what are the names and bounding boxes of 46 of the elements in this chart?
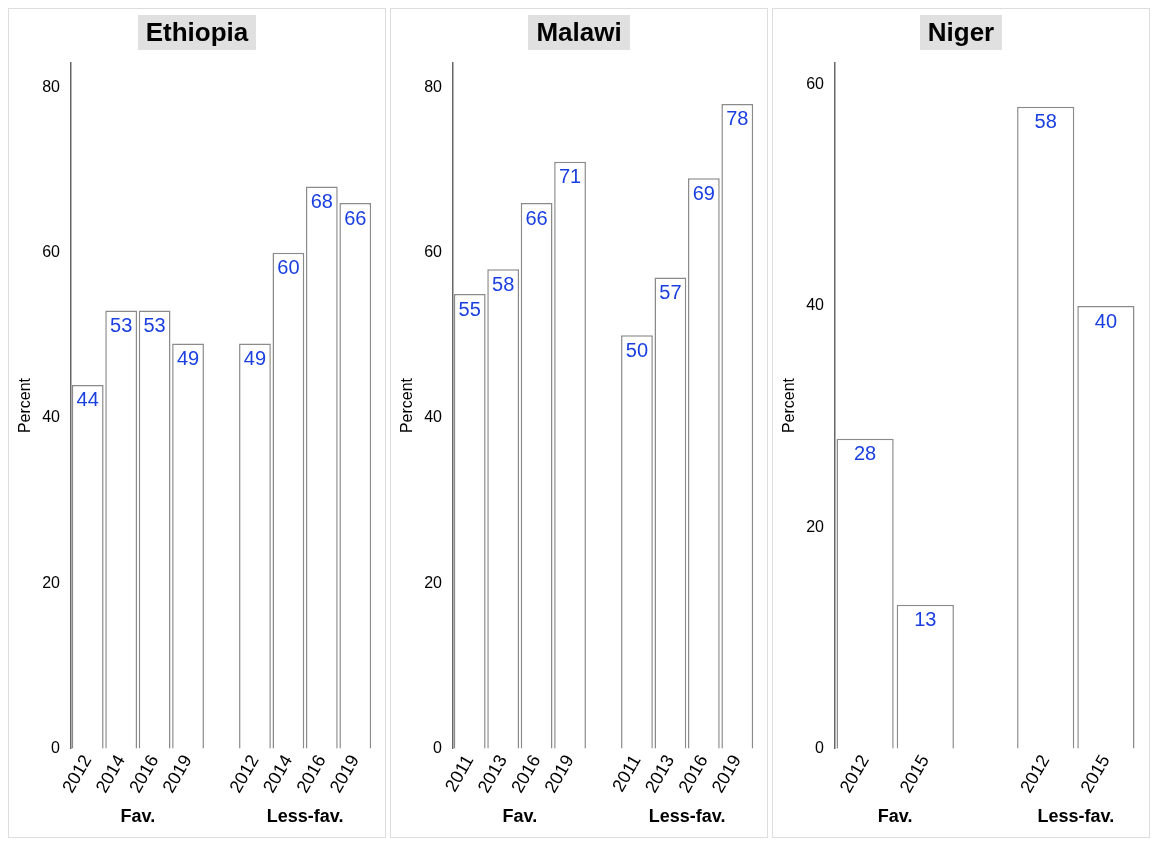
- y-tick-label: 60: [42, 243, 61, 261]
- text: Less-fav.: [648, 805, 726, 826]
- data-label: 58: [1034, 110, 1057, 133]
- data-label: 55: [458, 297, 481, 320]
- chart-title: Malawi: [528, 15, 630, 50]
- data-label: 60: [277, 256, 300, 279]
- y-tick-label: 60: [806, 75, 825, 93]
- y-tick-label: 20: [424, 573, 443, 591]
- y-tick-label: 0: [51, 738, 61, 756]
- data-label: 78: [726, 107, 749, 130]
- data-label: 49: [243, 347, 267, 370]
- data-label: 66: [525, 206, 548, 229]
- y-tick-label: 80: [42, 77, 61, 95]
- y-tick-label: 40: [42, 408, 61, 426]
- y-axis-title: Percent: [780, 377, 798, 434]
- data-label: 44: [76, 388, 99, 411]
- y-tick-label: 0: [433, 738, 443, 756]
- data-label: 28: [853, 442, 877, 465]
- data-label: 50: [625, 338, 649, 361]
- text: Less-fav.: [1037, 805, 1115, 826]
- y-tick-label: 0: [815, 738, 825, 756]
- chart-title: Ethiopia: [137, 15, 257, 50]
- data-label: 71: [558, 165, 582, 188]
- data-label: 13: [914, 608, 937, 631]
- data-label: 53: [110, 314, 133, 337]
- text: Fav.: [877, 805, 913, 826]
- data-label: 57: [659, 280, 682, 303]
- data-label: 58: [492, 272, 515, 295]
- text: Less-fav.: [266, 805, 344, 826]
- y-axis-title: Percent: [16, 377, 34, 434]
- y-axis-title: Percent: [398, 377, 416, 434]
- data-label: 40: [1094, 309, 1118, 332]
- data-label: 53: [143, 314, 166, 337]
- y-tick-label: 80: [424, 77, 443, 95]
- data-label: 49: [176, 347, 200, 370]
- text: Fav.: [502, 805, 538, 826]
- y-tick-label: 20: [42, 573, 61, 591]
- data-label: 69: [692, 181, 715, 204]
- y-tick-label: 40: [806, 296, 825, 314]
- y-tick-label: 60: [424, 243, 443, 261]
- y-tick-label: 40: [424, 408, 443, 426]
- chart-title: Niger: [919, 15, 1003, 50]
- data-label: 66: [344, 206, 367, 229]
- data-label: 68: [310, 190, 333, 213]
- y-tick-label: 20: [806, 517, 825, 535]
- text: Fav.: [120, 805, 156, 826]
